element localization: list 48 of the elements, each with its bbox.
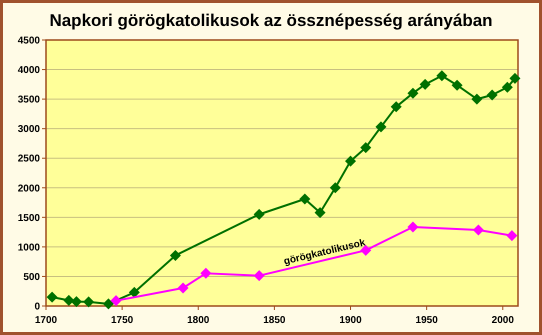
point bbox=[128, 286, 140, 298]
y-tick-label: 3500 bbox=[18, 94, 40, 106]
x-tick-label: 1900 bbox=[339, 315, 362, 326]
point bbox=[471, 94, 482, 105]
point bbox=[200, 268, 212, 279]
point bbox=[436, 70, 448, 82]
point bbox=[390, 101, 402, 112]
point bbox=[299, 194, 310, 205]
point bbox=[83, 296, 94, 308]
y-tick-label: 1500 bbox=[18, 212, 40, 224]
point bbox=[472, 224, 484, 236]
point bbox=[420, 78, 431, 90]
point bbox=[102, 298, 114, 310]
y-tick-label: 4000 bbox=[18, 65, 40, 76]
x-tick-label: 1850 bbox=[263, 315, 286, 326]
y-tick-label: 500 bbox=[23, 272, 40, 283]
point bbox=[330, 182, 341, 194]
y-tick-label: 0 bbox=[34, 302, 40, 312]
chart-title: Napkori görögkatolikusok az össznépesség arányában bbox=[49, 11, 493, 30]
y-tick-label: 3000 bbox=[18, 124, 40, 136]
point bbox=[70, 296, 82, 308]
x-tick-label: 1950 bbox=[416, 315, 438, 326]
point bbox=[506, 230, 518, 242]
point bbox=[407, 222, 418, 233]
x-tick-label: 1750 bbox=[111, 315, 134, 326]
x-tick-label: 1700 bbox=[34, 315, 58, 326]
point bbox=[170, 250, 181, 261]
y-tick-label: 2500 bbox=[18, 154, 40, 165]
y-tick-label: 2000 bbox=[18, 183, 40, 194]
point bbox=[360, 142, 372, 154]
y-tick-label: 1000 bbox=[18, 242, 40, 254]
point bbox=[178, 282, 189, 294]
y-tick-label: 4500 bbox=[18, 36, 40, 46]
point bbox=[502, 82, 513, 93]
point bbox=[407, 88, 418, 99]
point bbox=[46, 292, 58, 303]
point bbox=[452, 80, 463, 91]
point bbox=[375, 121, 386, 132]
point bbox=[254, 208, 265, 220]
point bbox=[345, 156, 356, 167]
x-tick-label: 2000 bbox=[492, 315, 514, 326]
x-tick-label: 1800 bbox=[187, 315, 210, 326]
point bbox=[486, 89, 498, 100]
point bbox=[509, 72, 520, 84]
point bbox=[254, 270, 265, 282]
point bbox=[110, 295, 122, 306]
point bbox=[314, 207, 326, 218]
point bbox=[63, 294, 74, 306]
